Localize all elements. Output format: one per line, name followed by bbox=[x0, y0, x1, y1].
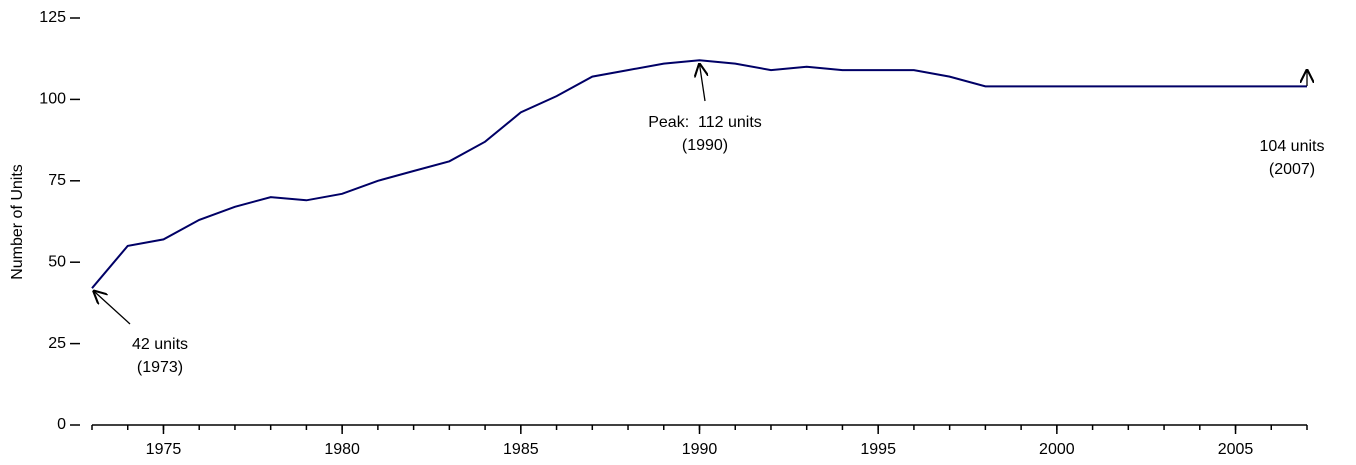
annotation-text: Peak: 112 units bbox=[648, 114, 762, 131]
y-tick-label: 75 bbox=[48, 172, 66, 189]
data-line bbox=[91, 59, 1307, 289]
x-tick-label: 1985 bbox=[503, 441, 539, 458]
annotation-arrow bbox=[700, 64, 706, 102]
x-tick-label: 1995 bbox=[860, 441, 896, 458]
annotation-text: (1990) bbox=[682, 137, 728, 154]
y-tick-label: 125 bbox=[39, 9, 66, 26]
x-tick-label: 2000 bbox=[1039, 441, 1075, 458]
x-tick-label: 1990 bbox=[682, 441, 718, 458]
x-tick-label: 2005 bbox=[1218, 441, 1254, 458]
annotation-text: (2007) bbox=[1269, 161, 1315, 178]
y-tick-label: 50 bbox=[48, 253, 66, 270]
y-axis-label: Number of Units bbox=[9, 164, 26, 280]
x-tick-label: 1980 bbox=[324, 441, 360, 458]
y-tick-label: 100 bbox=[39, 91, 66, 108]
annotation-text: (1973) bbox=[137, 359, 183, 376]
annotation-arrow bbox=[94, 291, 131, 325]
annotation-text: 42 units bbox=[132, 336, 188, 353]
y-tick-label: 25 bbox=[48, 335, 66, 352]
annotation-text: 104 units bbox=[1260, 138, 1325, 155]
y-tick-label: 0 bbox=[57, 416, 66, 433]
x-tick-label: 1975 bbox=[146, 441, 182, 458]
